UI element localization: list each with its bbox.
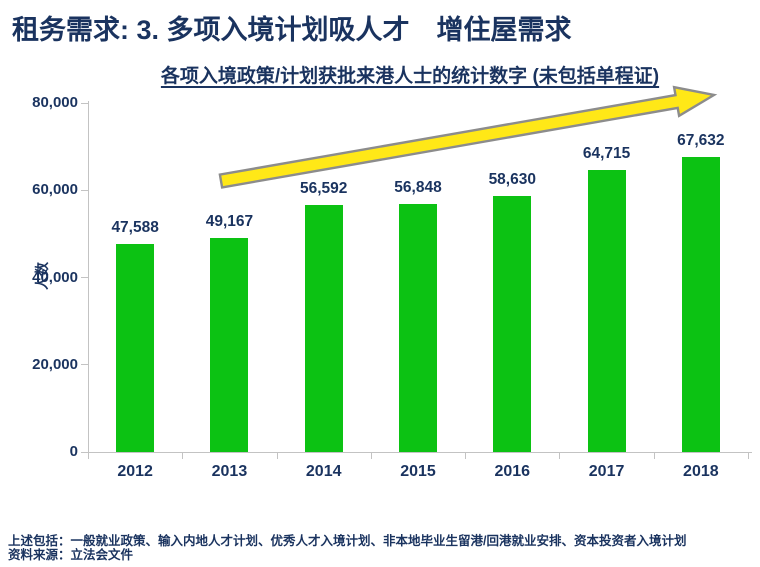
x-tick-label: 2012 <box>117 463 153 480</box>
x-tick-label: 2014 <box>305 463 342 480</box>
x-tick-mark <box>465 453 467 459</box>
x-tick-mark <box>182 453 184 459</box>
footer: 上述包括：一般就业政策、输入内地人才计划、优秀人才入境计划、非本地毕业生留港/回… <box>8 534 756 562</box>
page-title: 租务需求: 3. 多项入境计划吸人才 增住屋需求 <box>12 15 572 45</box>
x-tick-mark <box>88 453 89 459</box>
bar-value-label: 56,592 <box>299 180 348 198</box>
x-tick-label: 2013 <box>211 463 248 480</box>
x-tick-label: 2018 <box>683 463 719 480</box>
bar <box>304 205 343 452</box>
y-tick-label: 60,000 <box>32 181 78 199</box>
bar-value-label: 49,167 <box>205 212 254 230</box>
x-tick-mark <box>653 453 655 459</box>
bar-value-label: 64,715 <box>582 144 631 162</box>
footnote: 上述包括：一般就业政策、输入内地人才计划、优秀人才入境计划、非本地毕业生留港/回… <box>8 534 687 548</box>
bar-value-label: 56,848 <box>394 179 442 196</box>
bar <box>210 237 249 452</box>
bar <box>116 244 155 452</box>
x-tick-label: 2016 <box>494 463 531 480</box>
y-tick-mark <box>81 451 88 453</box>
bar-value-label: 47,588 <box>111 219 159 237</box>
x-tick-mark <box>748 453 749 459</box>
x-tick-mark <box>559 453 561 459</box>
bar <box>681 156 720 452</box>
y-axis-line <box>88 101 89 452</box>
y-tick-mark <box>81 102 88 104</box>
y-tick-label: 40,000 <box>32 268 78 286</box>
y-tick-mark <box>81 277 88 278</box>
y-tick-label: 0 <box>69 443 78 460</box>
x-tick-mark <box>370 453 372 459</box>
x-tick-label: 2017 <box>588 463 625 480</box>
bar <box>587 169 626 452</box>
y-tick-label: 20,000 <box>32 355 78 373</box>
y-tick-label: 80,000 <box>32 94 78 111</box>
bar-value-label: 58,630 <box>488 171 536 189</box>
x-axis-line <box>84 452 752 453</box>
y-tick-mark <box>81 364 88 366</box>
bar <box>493 196 532 452</box>
bar-value-label: 67,632 <box>677 131 725 149</box>
source-note: 资料来源：立法会文件 <box>8 548 134 562</box>
x-tick-mark <box>276 453 278 459</box>
x-tick-label: 2015 <box>400 463 436 480</box>
chart-title: 各项入境政策/计划获批来港人士的统计数字 (未包括单程证) <box>160 66 660 87</box>
y-tick-mark <box>81 189 88 191</box>
bar <box>399 204 437 452</box>
plot-area: 人数 0 20,000 40,000 60,000 80,000 47,588 2012 49… <box>32 94 752 480</box>
